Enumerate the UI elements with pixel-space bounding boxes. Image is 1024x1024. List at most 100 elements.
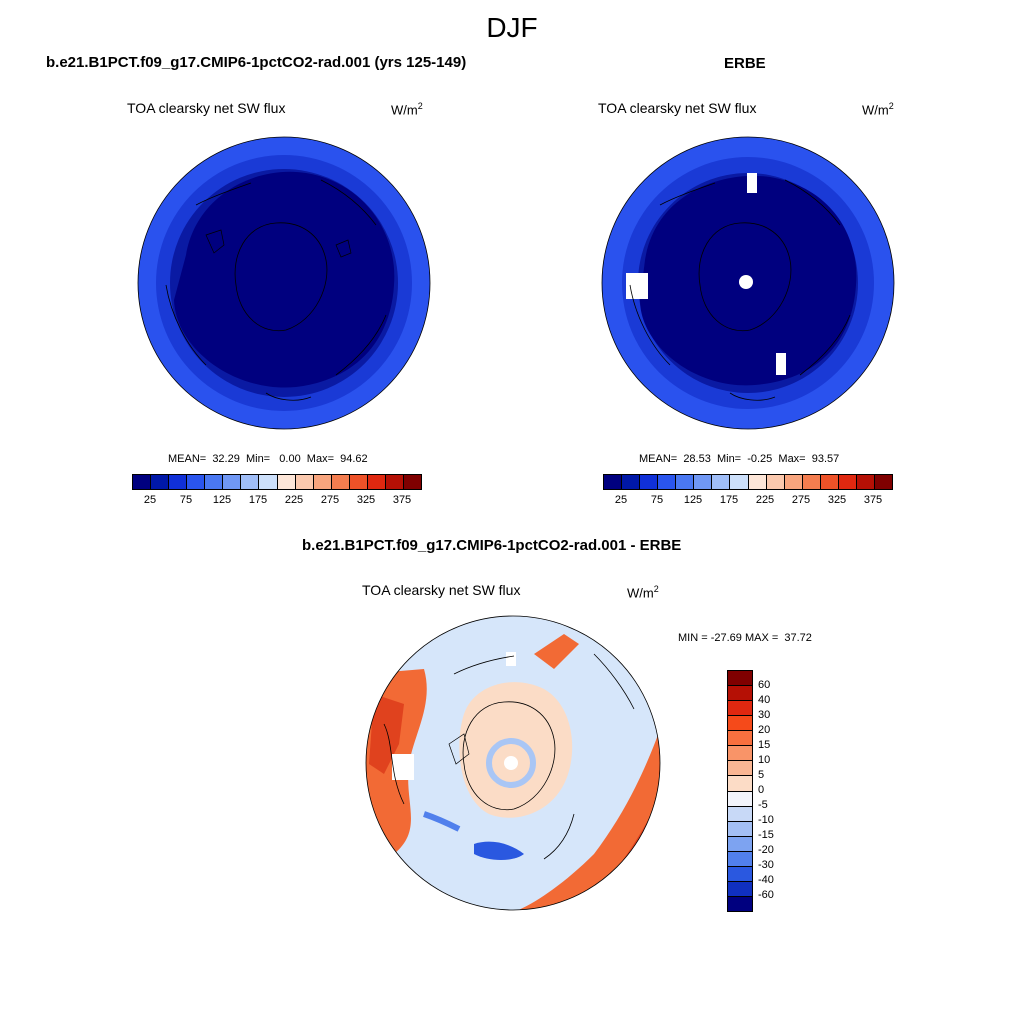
obs-stats: MEAN= 28.53 Min= -0.25 Max= 93.57 [639, 453, 840, 465]
diff-colorbar-box [728, 851, 752, 867]
model-colorbar-box [169, 475, 188, 489]
diff-colorbar-box [728, 806, 752, 822]
diff-colorbar-tick-label: -30 [758, 859, 774, 871]
diff-colorbar-box [728, 731, 752, 747]
diff-colorbar-box [728, 746, 752, 762]
obs-colorbar-box [730, 475, 749, 489]
diff-colorbar-tick-label: -10 [758, 814, 774, 826]
diff-colorbar-box [728, 701, 752, 717]
obs-colorbar [603, 474, 893, 490]
diff-colorbar-tick-label: 15 [758, 739, 771, 751]
obs-colorbar-tick-label: 175 [719, 494, 739, 506]
obs-colorbar-tick-label: 275 [791, 494, 811, 506]
obs-colorbar-box [838, 475, 857, 489]
model-colorbar-box [349, 475, 368, 489]
obs-colorbar-box [820, 475, 839, 489]
model-stats: MEAN= 32.29 Min= 0.00 Max= 94.62 [168, 453, 368, 465]
model-panel-title: b.e21.B1PCT.f09_g17.CMIP6-1pctCO2-rad.00… [46, 54, 467, 71]
diff-colorbar-tick-label: 5 [758, 769, 765, 781]
obs-colorbar-box [622, 475, 641, 489]
diff-colorbar-box [728, 836, 752, 852]
obs-variable-title: TOA clearsky net SW flux [598, 100, 757, 116]
diff-colorbar-tick-label: 40 [758, 694, 771, 706]
obs-colorbar-tick-label: 25 [614, 494, 628, 506]
figure-season-title: DJF [486, 12, 538, 43]
model-units: W/m2 [391, 101, 423, 118]
obs-units: W/m2 [862, 101, 894, 118]
diff-panel-title: b.e21.B1PCT.f09_g17.CMIP6-1pctCO2-rad.00… [302, 537, 682, 554]
model-colorbar-tick-label: 275 [320, 494, 340, 506]
model-colorbar [132, 474, 422, 490]
diff-colorbar-tick-label: 30 [758, 709, 771, 721]
model-colorbar-box [277, 475, 296, 489]
obs-colorbar-tick-label: 75 [650, 494, 664, 506]
model-colorbar-box [367, 475, 386, 489]
diff-colorbar-box [728, 866, 752, 882]
diff-colorbar-tick-label: 60 [758, 679, 771, 691]
model-variable-title: TOA clearsky net SW flux [127, 100, 286, 116]
diff-colorbar-tick-label: 0 [758, 784, 765, 796]
diff-polar-map [365, 615, 661, 911]
obs-colorbar-tick-label: 125 [683, 494, 703, 506]
obs-colorbar-box [802, 475, 821, 489]
obs-polar-map [601, 136, 895, 430]
model-colorbar-box [223, 475, 242, 489]
diff-colorbar-tick-label: -40 [758, 874, 774, 886]
obs-colorbar-ticks: 25 75 125 175 225 275 325 375 [603, 494, 893, 508]
diff-colorbar-box [728, 671, 752, 687]
obs-colorbar-box [766, 475, 785, 489]
obs-colorbar-box [874, 475, 892, 489]
model-polar-map [137, 136, 431, 430]
model-colorbar-tick-label: 375 [392, 494, 412, 506]
diff-colorbar-box [728, 821, 752, 837]
model-colorbar-tick-label: 225 [284, 494, 304, 506]
model-colorbar-tick-label: 175 [248, 494, 268, 506]
model-colorbar-box [187, 475, 206, 489]
obs-colorbar-box [694, 475, 713, 489]
diff-colorbar [727, 670, 753, 912]
model-colorbar-tick-label: 325 [356, 494, 376, 506]
model-colorbar-box [259, 475, 278, 489]
diff-colorbar-box [728, 716, 752, 732]
obs-colorbar-box [712, 475, 731, 489]
model-colorbar-box [151, 475, 170, 489]
model-colorbar-box [313, 475, 332, 489]
obs-colorbar-tick-label: 225 [755, 494, 775, 506]
model-colorbar-tick-label: 125 [212, 494, 232, 506]
model-colorbar-box [295, 475, 314, 489]
diff-colorbar-box [728, 686, 752, 702]
diff-colorbar-box [728, 791, 752, 807]
diff-colorbar-tick-label: -20 [758, 844, 774, 856]
diff-colorbar-box [728, 776, 752, 792]
diff-units: W/m2 [627, 584, 659, 601]
obs-colorbar-box [784, 475, 803, 489]
diff-colorbar-tick-label: 20 [758, 724, 771, 736]
model-colorbar-box [385, 475, 404, 489]
obs-panel-title: ERBE [724, 55, 766, 72]
obs-colorbar-box [856, 475, 875, 489]
obs-colorbar-box [748, 475, 767, 489]
obs-colorbar-box [658, 475, 677, 489]
diff-stats: MIN = -27.69 MAX = 37.72 [678, 632, 812, 644]
diff-colorbar-box [728, 881, 752, 897]
obs-colorbar-tick-label: 325 [827, 494, 847, 506]
obs-colorbar-box [640, 475, 659, 489]
model-colorbar-tick-label: 25 [143, 494, 157, 506]
obs-colorbar-tick-label: 375 [863, 494, 883, 506]
obs-colorbar-box [676, 475, 695, 489]
model-colorbar-box [205, 475, 224, 489]
obs-colorbar-box [604, 475, 623, 489]
model-colorbar-box [403, 475, 421, 489]
model-colorbar-ticks: 25 75 125 175 225 275 325 375 [132, 494, 422, 508]
diff-colorbar-box [728, 896, 752, 911]
model-colorbar-box [241, 475, 260, 489]
diff-colorbar-tick-label: -60 [758, 889, 774, 901]
model-colorbar-box [331, 475, 350, 489]
model-colorbar-box [133, 475, 152, 489]
diff-variable-title: TOA clearsky net SW flux [362, 582, 521, 598]
diff-colorbar-tick-label: -15 [758, 829, 774, 841]
diff-colorbar-tick-label: 10 [758, 754, 771, 766]
diff-colorbar-tick-label: -5 [758, 799, 768, 811]
model-colorbar-tick-label: 75 [179, 494, 193, 506]
diff-colorbar-box [728, 761, 752, 777]
